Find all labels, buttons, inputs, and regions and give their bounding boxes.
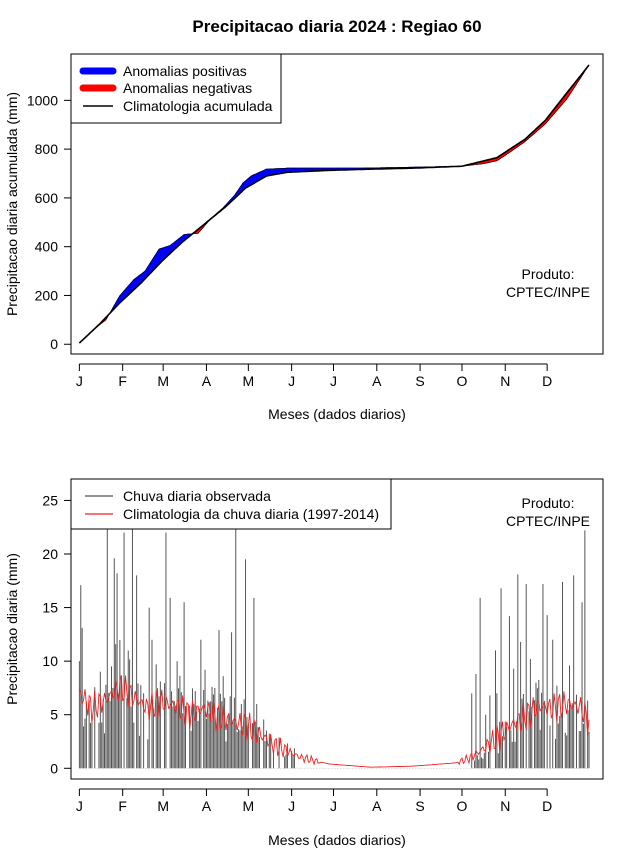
y-tick-label: 20: [42, 546, 58, 562]
x-tick-label: D: [542, 373, 552, 389]
y-axis: 0 5 10 15 20 25: [42, 492, 71, 776]
daily-climatology: [78, 675, 590, 768]
x-tick-label: D: [542, 798, 552, 814]
x-tick-label: M: [242, 798, 254, 814]
legend: Anomalias positivas Anomalias negativas …: [70, 53, 282, 124]
x-tick-label: J: [76, 798, 83, 814]
legend-box: [70, 478, 392, 530]
x-tick-label: A: [372, 373, 382, 389]
y-axis: 0 200 400 600 800 1000: [27, 92, 71, 352]
y-tick-label: 25: [42, 492, 58, 508]
legend-label-positive: Anomalias positivas: [123, 63, 247, 79]
daily-panel: 0 5 10 15 20 25 J F M A M J J A S O N D Meses (dados dia…: [4, 478, 604, 848]
y-tick-label: 600: [35, 190, 59, 206]
y-tick-label: 200: [35, 287, 59, 303]
legend-label-climatology: Climatologia acumulada: [123, 98, 273, 114]
x-tick-label: N: [500, 373, 510, 389]
x-axis-label: Meses (dados diarios): [268, 406, 406, 422]
legend-label-negative: Anomalias negativas: [123, 80, 252, 96]
daily-bars: [78, 528, 590, 769]
legend-label-climatology: Climatologia da chuva diaria (1997-2014): [123, 506, 379, 522]
y-tick-label: 0: [50, 760, 58, 776]
x-tick-label: M: [242, 373, 254, 389]
climatology-accumulated-line: [78, 64, 590, 344]
observed-accumulated-line: [79, 64, 590, 344]
x-tick-label: J: [76, 373, 83, 389]
y-tick-label: 0: [50, 336, 58, 352]
x-tick-label: S: [415, 798, 424, 814]
product-source: CPTEC/INPE: [506, 513, 590, 529]
x-tick-label: M: [157, 373, 169, 389]
climatology-daily-line: [78, 675, 590, 768]
x-tick-label: M: [157, 798, 169, 814]
y-axis-label: Precipitacao diaria (mm): [4, 553, 20, 705]
x-tick-label: J: [330, 798, 337, 814]
y-tick-label: 15: [42, 600, 58, 616]
x-tick-label: O: [457, 798, 468, 814]
x-axis-label: Meses (dados diarios): [268, 832, 406, 848]
x-tick-label: O: [457, 373, 468, 389]
y-tick-label: 10: [42, 653, 58, 669]
accumulated-panel: 0 200 400 600 800 1000 J F M A M J J A S O N D Meses (da…: [4, 53, 604, 422]
product-label: Produto:: [522, 495, 575, 511]
y-axis-label: Precipitacao diaria acumulada (mm): [4, 92, 20, 316]
legend-label-observed: Chuva diaria observada: [123, 488, 271, 504]
product-source: CPTEC/INPE: [506, 284, 590, 300]
plot-box: [70, 53, 604, 355]
x-tick-label: N: [500, 798, 510, 814]
x-tick-label: J: [288, 373, 295, 389]
x-tick-label: A: [202, 798, 212, 814]
y-tick-label: 5: [50, 707, 58, 723]
x-tick-label: J: [330, 373, 337, 389]
y-tick-label: 400: [35, 239, 59, 255]
chart-title: Precipitacao diaria 2024 : Regiao 60: [192, 17, 481, 36]
product-label: Produto:: [522, 266, 575, 282]
y-tick-label: 1000: [27, 92, 58, 108]
x-tick-label: S: [415, 373, 424, 389]
x-tick-label: J: [288, 798, 295, 814]
x-tick-label: F: [118, 373, 127, 389]
y-tick-label: 800: [35, 141, 59, 157]
legend: Chuva diaria observada Climatologia da c…: [70, 478, 392, 530]
x-tick-label: F: [118, 798, 127, 814]
x-tick-label: A: [202, 373, 212, 389]
accumulated-lines: [78, 64, 590, 344]
x-tick-label: A: [372, 798, 382, 814]
